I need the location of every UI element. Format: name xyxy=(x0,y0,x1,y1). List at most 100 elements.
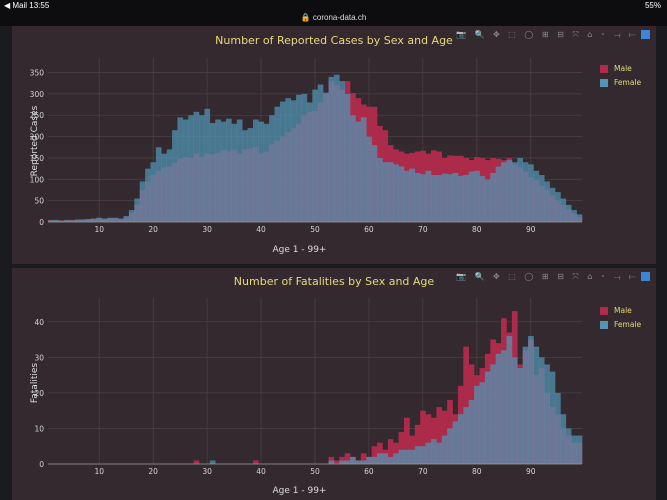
female-bar[interactable] xyxy=(468,400,475,464)
female-bar[interactable] xyxy=(323,92,329,222)
female-bar[interactable] xyxy=(463,175,470,222)
female-bar[interactable] xyxy=(430,439,437,464)
female-bar[interactable] xyxy=(511,357,518,464)
legend-item-female[interactable]: Female xyxy=(600,320,641,329)
female-bar[interactable] xyxy=(350,115,356,222)
female-bar[interactable] xyxy=(247,128,254,222)
female-bar[interactable] xyxy=(404,170,410,222)
female-bar[interactable] xyxy=(161,153,167,222)
female-bar[interactable] xyxy=(339,460,345,464)
chart-modebar[interactable]: 📷 🔍 ✥ ⬚ ◯ ⊞ ⊟ ⤧ ⌂ ⁃ ⟞ ⟝ xyxy=(456,272,650,282)
female-bar[interactable] xyxy=(80,219,87,222)
female-bar[interactable] xyxy=(145,168,151,222)
female-bar[interactable] xyxy=(360,460,367,464)
female-bar[interactable] xyxy=(199,115,205,222)
female-bar[interactable] xyxy=(549,371,556,464)
female-bar[interactable] xyxy=(312,89,318,223)
female-bar[interactable] xyxy=(393,453,399,464)
female-bar[interactable] xyxy=(339,81,345,222)
female-bar[interactable] xyxy=(528,164,534,222)
male-bar[interactable] xyxy=(398,432,405,464)
female-bar[interactable] xyxy=(301,93,308,222)
female-bar[interactable] xyxy=(355,460,362,464)
female-bar[interactable] xyxy=(209,122,216,222)
female-bar[interactable] xyxy=(457,414,464,464)
male-bar[interactable] xyxy=(252,460,259,464)
female-bar[interactable] xyxy=(414,172,421,222)
female-bar[interactable] xyxy=(177,117,184,222)
female-bar[interactable] xyxy=(436,175,443,222)
female-bar[interactable] xyxy=(285,98,292,222)
female-bar[interactable] xyxy=(85,219,92,222)
female-bar[interactable] xyxy=(420,446,426,464)
female-bar[interactable] xyxy=(382,162,389,222)
male-bar[interactable] xyxy=(387,439,394,464)
male-bar[interactable] xyxy=(436,407,443,464)
female-bar[interactable] xyxy=(215,119,221,222)
female-bar[interactable] xyxy=(560,198,567,222)
female-bar[interactable] xyxy=(484,179,491,222)
female-bar[interactable] xyxy=(555,392,561,464)
plotly-logo-icon[interactable] xyxy=(641,30,650,39)
female-bar[interactable] xyxy=(576,214,583,222)
female-bar[interactable] xyxy=(58,220,65,222)
female-bar[interactable] xyxy=(538,357,545,464)
female-bar[interactable] xyxy=(560,414,567,464)
male-bar[interactable] xyxy=(333,460,340,464)
female-bar[interactable] xyxy=(333,74,340,222)
female-bar[interactable] xyxy=(107,217,114,222)
female-bar[interactable] xyxy=(533,170,540,222)
female-bar[interactable] xyxy=(182,119,189,222)
female-bar[interactable] xyxy=(91,218,97,222)
female-bar[interactable] xyxy=(452,421,459,464)
female-bar[interactable] xyxy=(398,449,405,464)
female-bar[interactable] xyxy=(290,100,297,222)
female-bar[interactable] xyxy=(533,346,540,464)
female-bar[interactable] xyxy=(366,136,372,222)
male-bar[interactable] xyxy=(371,446,378,464)
female-bar[interactable] xyxy=(495,353,502,464)
female-bar[interactable] xyxy=(252,119,259,222)
modebar-icons[interactable]: 📷 🔍 ✥ ⬚ ◯ ⊞ ⊟ ⤧ ⌂ ⁃ ⟞ ⟝ xyxy=(456,30,639,39)
female-bar[interactable] xyxy=(118,218,124,222)
legend-item-male[interactable]: Male xyxy=(600,306,641,315)
female-bar[interactable] xyxy=(204,108,211,222)
female-bar[interactable] xyxy=(64,219,70,222)
female-bar[interactable] xyxy=(377,157,383,222)
female-bar[interactable] xyxy=(441,435,448,464)
female-bar[interactable] xyxy=(447,174,453,222)
female-bar[interactable] xyxy=(209,460,216,464)
female-bar[interactable] xyxy=(555,192,561,222)
female-bar[interactable] xyxy=(409,449,416,464)
female-bar[interactable] xyxy=(468,171,475,222)
female-bar[interactable] xyxy=(565,428,572,464)
female-bar[interactable] xyxy=(387,456,394,464)
female-bar[interactable] xyxy=(128,210,135,222)
female-bar[interactable] xyxy=(501,162,507,222)
female-bar[interactable] xyxy=(549,187,556,222)
female-bar[interactable] xyxy=(571,435,577,464)
female-bar[interactable] xyxy=(447,428,453,464)
female-bar[interactable] xyxy=(155,147,162,222)
female-bar[interactable] xyxy=(306,102,313,222)
female-bar[interactable] xyxy=(236,119,243,222)
female-bar[interactable] xyxy=(48,220,54,222)
female-bar[interactable] xyxy=(425,442,432,464)
female-bar[interactable] xyxy=(263,123,270,222)
female-bar[interactable] xyxy=(150,162,157,222)
chart-modebar[interactable]: 📷 🔍 ✥ ⬚ ◯ ⊞ ⊟ ⤧ ⌂ ⁃ ⟞ ⟝ xyxy=(456,30,650,40)
female-bar[interactable] xyxy=(134,198,140,222)
legend[interactable]: Male Female xyxy=(600,306,641,334)
female-bar[interactable] xyxy=(101,218,108,222)
female-bar[interactable] xyxy=(188,115,194,222)
male-bar[interactable] xyxy=(420,410,426,464)
female-bar[interactable] xyxy=(350,456,356,464)
female-bar[interactable] xyxy=(495,166,502,222)
female-bar[interactable] xyxy=(544,364,550,464)
legend-item-male[interactable]: Male xyxy=(600,64,641,73)
female-bar[interactable] xyxy=(576,435,583,464)
female-bar[interactable] xyxy=(414,446,421,464)
female-bar[interactable] xyxy=(506,160,513,222)
female-bar[interactable] xyxy=(517,157,523,222)
address-bar[interactable]: 🔒 corona-data.ch xyxy=(0,12,667,26)
